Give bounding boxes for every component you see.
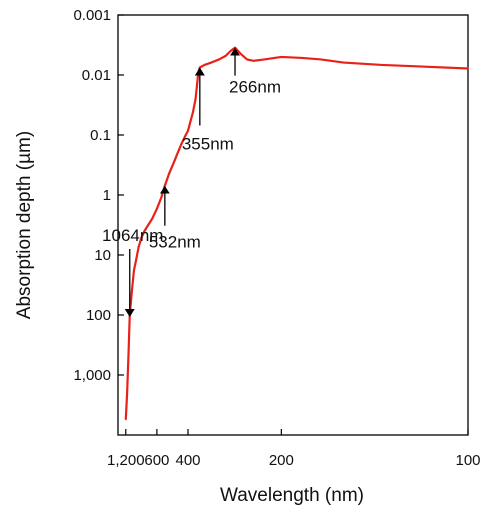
data-point [196, 84, 198, 87]
y-tick-label: 1,000 [73, 367, 111, 384]
data-point [164, 184, 166, 187]
y-tick-label: 0.01 [82, 67, 111, 84]
data-point [246, 58, 248, 61]
y-tick-label: 0.1 [90, 127, 111, 144]
data-point [126, 392, 128, 394]
data-point [160, 196, 163, 199]
data-point [320, 58, 322, 61]
data-point [173, 161, 175, 163]
data-point [187, 129, 189, 132]
data-point [127, 350, 130, 352]
annotation-label: 532nm [149, 233, 201, 252]
data-point [189, 120, 192, 123]
data-point [301, 57, 303, 59]
data-point [192, 111, 194, 114]
data-point [240, 53, 242, 55]
data-point [151, 218, 153, 220]
data-point [203, 64, 206, 66]
data-point [176, 152, 179, 154]
x-tick-label: 600 [144, 452, 169, 469]
data-point [194, 98, 197, 100]
data-point [199, 66, 201, 69]
x-axis-title: Wavelength (nm) [220, 485, 364, 506]
x-tick-label: 400 [175, 452, 200, 469]
y-axis-title: Absorption depth (µm) [14, 131, 35, 319]
y-tick-label: 0.001 [73, 7, 111, 24]
data-point [180, 142, 183, 145]
data-point [418, 65, 421, 68]
y-tick-label: 1 [103, 187, 111, 204]
data-point [263, 58, 266, 61]
data-point [467, 67, 469, 70]
annotation-label: 1064nm [102, 226, 163, 245]
data-point [124, 418, 127, 421]
data-point [280, 56, 283, 58]
data-point [156, 208, 158, 210]
data-point [128, 314, 131, 316]
y-axis: 0.001 0.01 0.1 1 10 100 1,000 [73, 7, 124, 384]
data-point [184, 134, 187, 136]
annotation-label: 266nm [229, 78, 281, 97]
data-point [168, 172, 171, 174]
data-point [224, 55, 227, 57]
data-point [252, 60, 255, 62]
data-point [381, 64, 383, 66]
data-point [135, 258, 137, 261]
data-point [218, 58, 220, 61]
data-point [143, 230, 146, 232]
data-point [210, 61, 213, 64]
series-line [124, 46, 469, 420]
x-tick-label: 100 [455, 452, 480, 469]
data-point [137, 246, 140, 248]
data-point [342, 61, 345, 64]
y-tick-label: 100 [86, 307, 111, 324]
data-point [147, 224, 149, 227]
x-tick-label: 1,200 [107, 452, 145, 469]
plot-frame [117, 14, 469, 436]
data-point [131, 288, 133, 291]
annotation-label: 355nm [182, 135, 234, 154]
data-point [229, 50, 232, 52]
y-tick-label: 10 [94, 247, 111, 264]
data-point [197, 71, 200, 74]
x-tick-label: 200 [269, 452, 294, 469]
x-axis: 1,200 600 400 200 100 [107, 429, 481, 469]
data-point [234, 46, 236, 49]
data-point [133, 269, 135, 272]
data-point [140, 237, 143, 239]
